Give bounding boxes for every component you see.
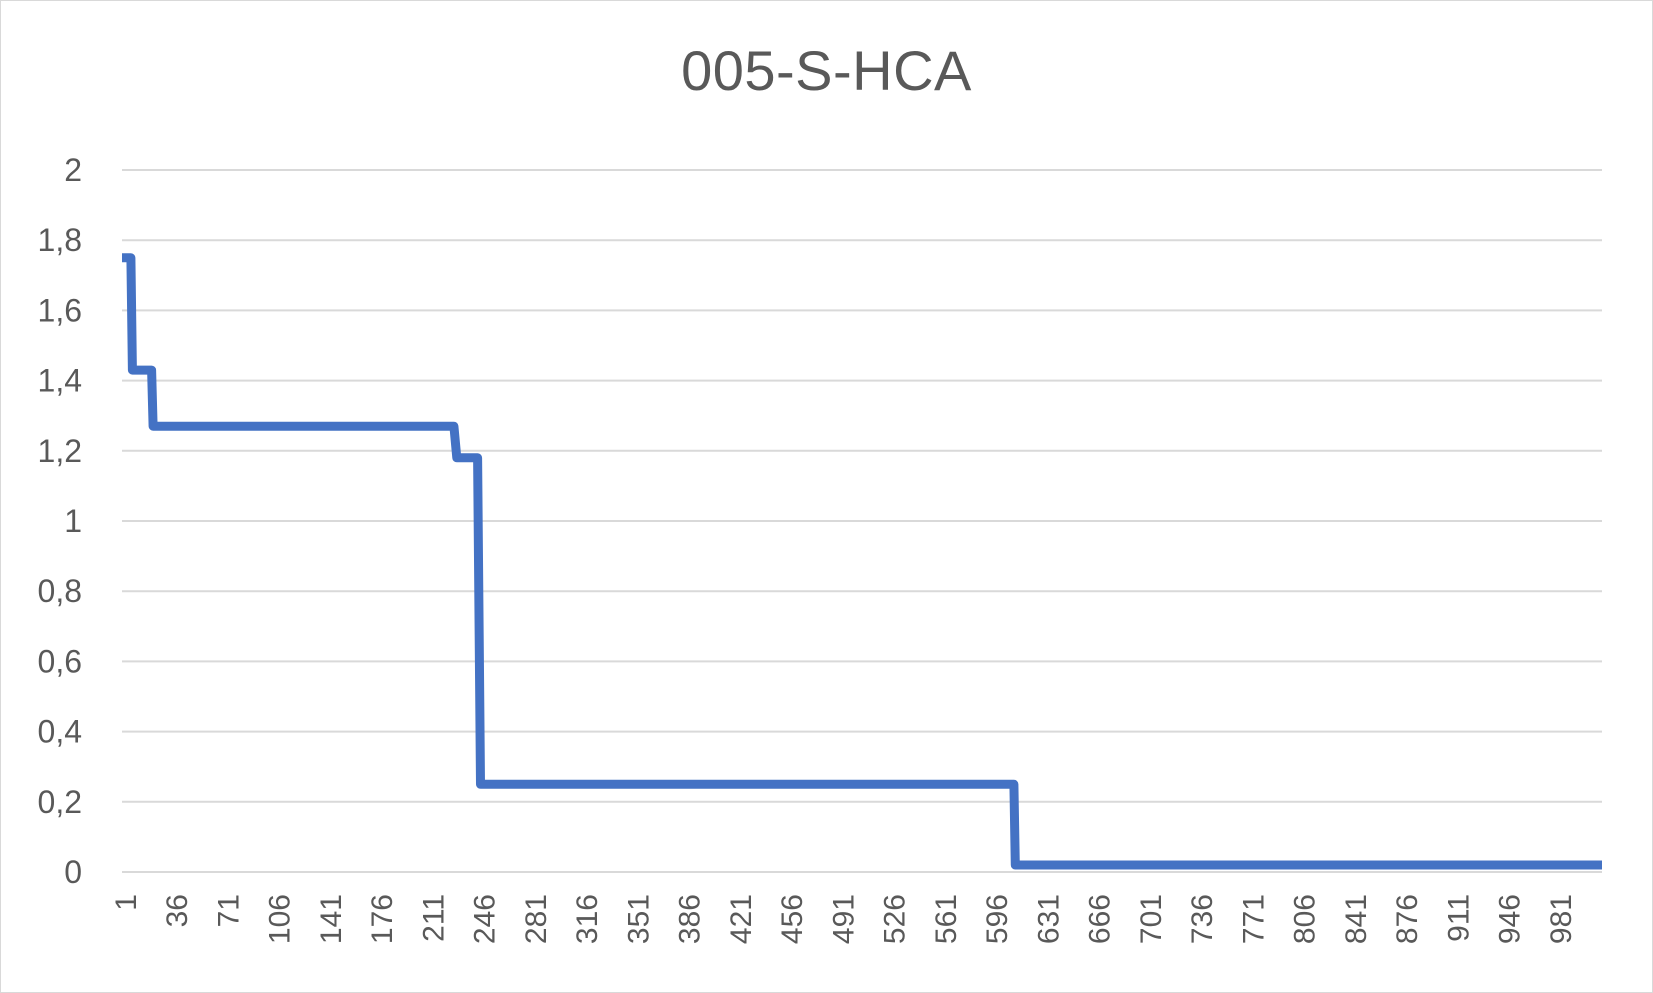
x-tick-label: 596 xyxy=(981,894,1014,944)
x-tick-label: 701 xyxy=(1135,894,1168,944)
x-tick-label: 141 xyxy=(315,894,348,944)
gridlines xyxy=(122,169,1602,873)
y-tick-label: 0,6 xyxy=(38,643,82,679)
x-axis-ticks: 1 36 71 106 141 176 211 246 281 316 351 386 421 456 49… xyxy=(110,894,1578,944)
x-tick-label: 246 xyxy=(469,894,502,944)
x-tick-label: 71 xyxy=(212,894,245,927)
x-tick-label: 491 xyxy=(827,894,860,944)
x-tick-label: 316 xyxy=(571,894,604,944)
y-tick-label: 1,6 xyxy=(38,292,82,328)
x-tick-label: 176 xyxy=(366,894,399,944)
y-tick-label: 1,2 xyxy=(38,433,82,469)
x-tick-label: 911 xyxy=(1442,894,1475,942)
x-tick-label: 526 xyxy=(879,894,912,944)
y-tick-label: 1 xyxy=(64,503,82,539)
y-tick-label: 2 xyxy=(64,152,82,188)
y-tick-label: 0,4 xyxy=(38,714,82,750)
x-tick-label: 631 xyxy=(1032,894,1065,944)
y-tick-label: 0,8 xyxy=(38,573,82,609)
x-tick-label: 771 xyxy=(1237,894,1270,944)
x-tick-label: 351 xyxy=(622,894,655,944)
y-tick-label: 0 xyxy=(64,854,82,890)
x-tick-label: 876 xyxy=(1391,894,1424,944)
x-tick-label: 736 xyxy=(1186,894,1219,944)
y-axis-ticks: 0 0,2 0,4 0,6 0,8 1 1,2 1,4 1,6 1,8 2 xyxy=(38,152,82,890)
x-tick-label: 281 xyxy=(520,894,553,944)
y-tick-label: 1,4 xyxy=(38,363,82,399)
x-tick-label: 456 xyxy=(776,894,809,944)
series-line xyxy=(122,253,1602,870)
x-tick-label: 421 xyxy=(725,894,758,944)
x-tick-label: 1 xyxy=(110,894,143,911)
x-tick-label: 386 xyxy=(674,894,707,944)
x-tick-label: 666 xyxy=(1084,894,1117,944)
x-tick-label: 106 xyxy=(264,894,297,944)
x-tick-label: 211 xyxy=(417,894,450,942)
x-tick-label: 841 xyxy=(1340,894,1373,944)
x-tick-label: 36 xyxy=(161,894,194,927)
x-tick-label: 561 xyxy=(930,894,963,944)
x-tick-label: 981 xyxy=(1545,894,1578,944)
x-tick-label: 806 xyxy=(1289,894,1322,944)
chart-title: 005-S-HCA xyxy=(681,39,972,102)
x-tick-label: 946 xyxy=(1494,894,1527,944)
series-layer xyxy=(122,253,1602,870)
y-tick-label: 1,8 xyxy=(38,222,82,258)
y-tick-label: 0,2 xyxy=(38,784,82,820)
